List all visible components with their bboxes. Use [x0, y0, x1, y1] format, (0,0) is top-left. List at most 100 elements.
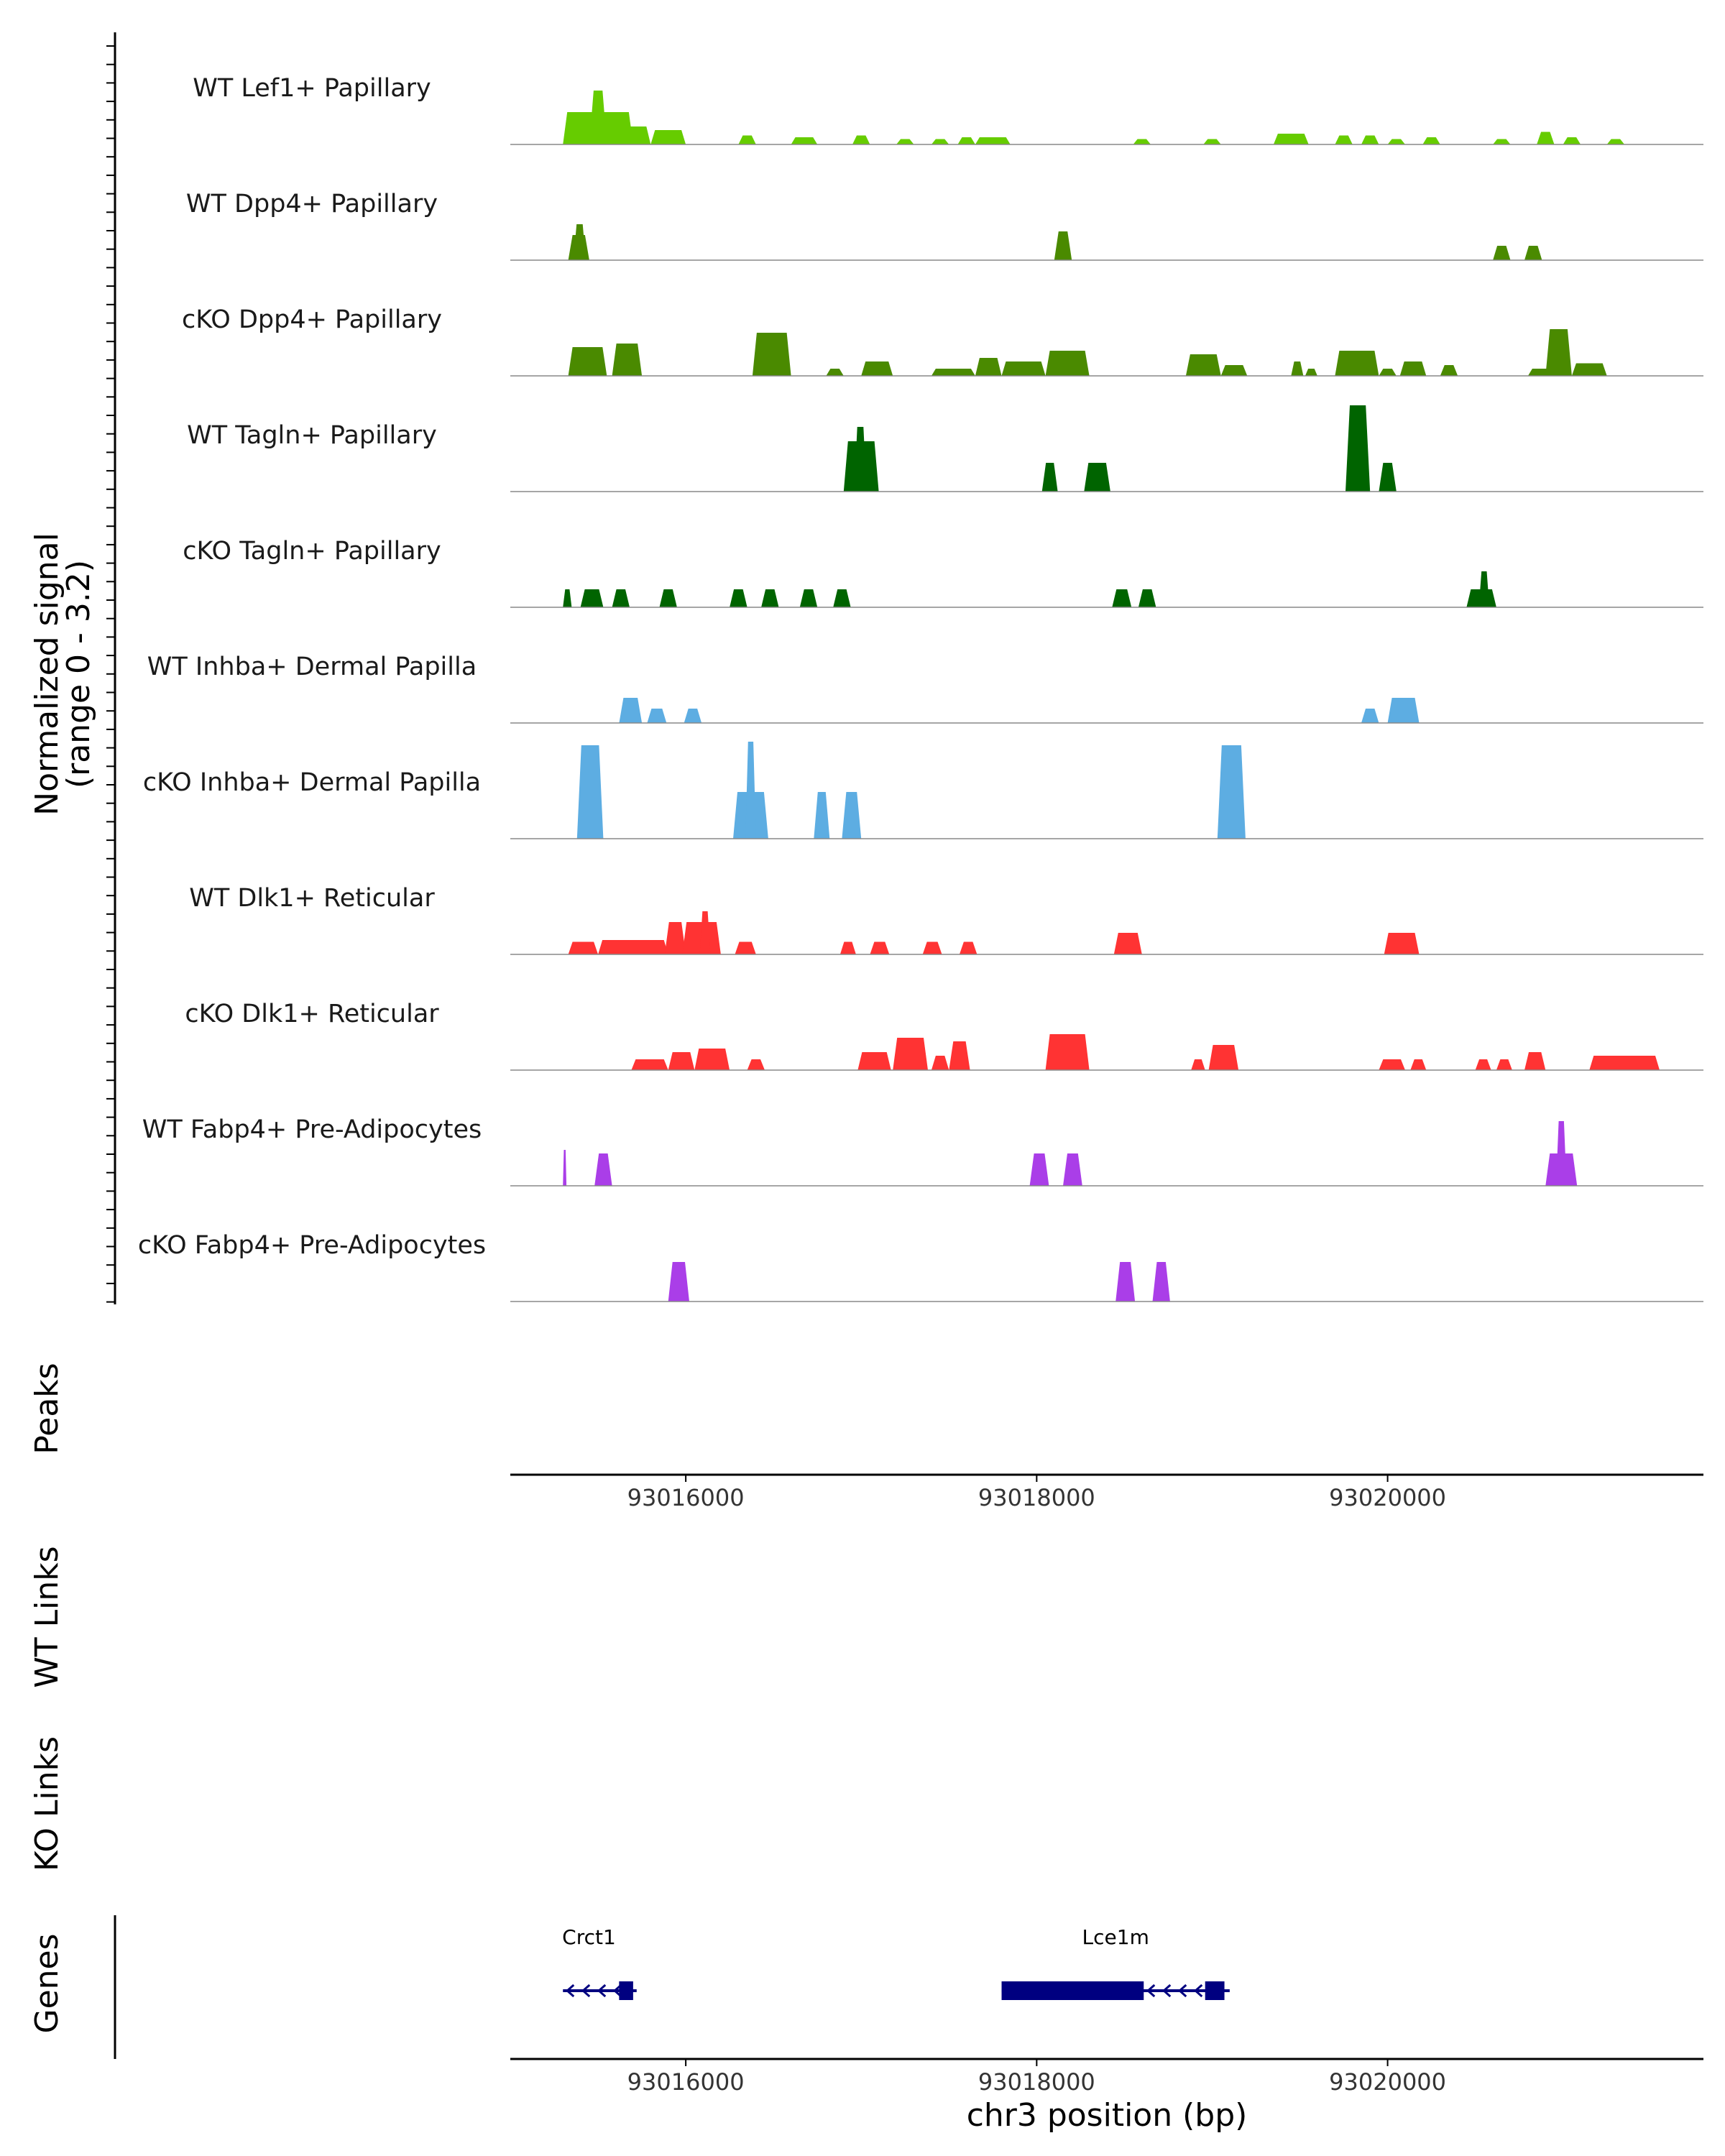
- peaks-x-axis: 93016000 93018000 93020000: [510, 1473, 1703, 1511]
- signal-peak: [1220, 365, 1248, 376]
- signal-peak: [1563, 137, 1581, 144]
- track-label: cKO Inhba+ Dermal Papilla: [143, 768, 481, 797]
- gene-label: Crct1: [562, 1925, 616, 1949]
- x-tick-label: 93020000: [1329, 1484, 1446, 1511]
- signal-peak: [612, 344, 643, 376]
- signal-peak: [1387, 698, 1420, 723]
- signal-peak: [1291, 361, 1304, 376]
- signal-peak: [668, 1052, 695, 1070]
- track-wt-lef1-papillary: WT Lef1+ Papillary: [193, 74, 1703, 145]
- signal-peak: [563, 1150, 567, 1186]
- signal-peak: [949, 1041, 970, 1070]
- track-label: cKO Tagln+ Papillary: [183, 537, 441, 566]
- signal-peak: [791, 137, 818, 144]
- signal-peak: [684, 709, 702, 723]
- signal-peak: [840, 941, 856, 954]
- signal-peak: [1346, 405, 1371, 492]
- signal-peak: [1496, 1059, 1512, 1070]
- track-label: WT Lef1+ Papillary: [193, 74, 431, 103]
- signal-peak: [619, 698, 643, 723]
- signal-peak: [568, 941, 599, 954]
- track-cko-tagln-papillary: cKO Tagln+ Papillary: [183, 537, 1703, 608]
- signal-peak: [694, 1049, 730, 1070]
- x-tick-label: 93018000: [978, 2068, 1095, 2096]
- signal-peak: [959, 941, 978, 954]
- signal-peak: [1273, 134, 1309, 144]
- signal-peak: [1152, 1262, 1170, 1302]
- signal-peak: [1379, 369, 1397, 376]
- signal-peak: [833, 589, 851, 607]
- signal-peak: [615, 126, 651, 144]
- signal-peak: [1116, 1262, 1136, 1302]
- strand-arrow: [1178, 1984, 1187, 1998]
- gene-exon: [1001, 1981, 1144, 2000]
- signal-peak: [1555, 1121, 1567, 1186]
- signal-peak: [650, 130, 686, 144]
- signal-peak: [1217, 745, 1246, 839]
- signal-peak: [612, 589, 630, 607]
- track-label: cKO Dlk1+ Reticular: [185, 1000, 439, 1028]
- signal-peak: [738, 135, 756, 144]
- signal-peak: [1063, 1153, 1082, 1186]
- signal-peak: [1545, 329, 1572, 376]
- y-axis-label-line: Normalized signal: [29, 533, 65, 816]
- signal-peak: [1571, 363, 1607, 376]
- x-tick-label: 93016000: [627, 2068, 745, 2096]
- signal-peak: [1379, 463, 1397, 492]
- signal-peak: [1113, 933, 1142, 954]
- track-wt-tagln-papillary: WT Tagln+ Papillary: [187, 405, 1703, 492]
- signal-peak: [747, 1059, 765, 1070]
- signal-peak: [931, 1056, 949, 1070]
- track-label-wt-links: WT Links: [29, 1546, 65, 1687]
- signal-peak: [896, 139, 914, 144]
- signal-peak: [1335, 135, 1353, 144]
- track-label: WT Dpp4+ Papillary: [186, 190, 438, 218]
- signal-peak: [1361, 135, 1379, 144]
- y-axis: [106, 32, 116, 1304]
- signal-peak: [1440, 365, 1458, 376]
- signal-peak: [647, 709, 667, 723]
- track-wt-dlk1-reticular: WT Dlk1+ Reticular: [189, 884, 1703, 955]
- signal-peak: [975, 358, 1002, 376]
- signal-peak: [1524, 1052, 1546, 1070]
- signal-peak: [761, 589, 779, 607]
- signal-peak: [826, 369, 844, 376]
- track-label: WT Dlk1+ Reticular: [189, 884, 435, 913]
- signal-peak: [1138, 589, 1156, 607]
- signal-peak: [594, 1153, 612, 1186]
- strand-arrow: [612, 1984, 622, 1998]
- signal-peak: [1045, 1034, 1090, 1070]
- signal-peak: [598, 940, 668, 954]
- track-label-ko-links: KO Links: [29, 1736, 65, 1871]
- track-label: cKO Fabp4+ Pre-Adipocytes: [138, 1231, 486, 1260]
- genes-x-axis: 93016000 93018000 93020000 chr3 position (b…: [510, 2058, 1703, 2134]
- signal-peak: [745, 742, 756, 839]
- y-axis-label-line: (range 0 - 3.2): [60, 560, 97, 788]
- track-label: cKO Dpp4+ Papillary: [182, 305, 442, 334]
- signal-peak: [957, 137, 975, 144]
- track-label: WT Fabp4+ Pre-Adipocytes: [142, 1115, 482, 1144]
- signal-peak: [861, 361, 893, 376]
- signal-peak: [664, 922, 686, 954]
- track-cko-dpp4-papillary: cKO Dpp4+ Papillary: [182, 305, 1703, 377]
- signal-peak: [1379, 1059, 1405, 1070]
- strand-arrow: [1162, 1984, 1172, 1998]
- signal-peak: [1606, 139, 1625, 144]
- signal-peak: [1524, 246, 1542, 260]
- signal-peak: [668, 1262, 689, 1302]
- signal-peak: [870, 941, 890, 954]
- signal-peak: [1475, 1059, 1491, 1070]
- signal-peak: [631, 1059, 668, 1070]
- track-wt-dpp4-papillary: WT Dpp4+ Papillary: [186, 190, 1703, 261]
- track-cko-fabp4-pre-adipocytes: cKO Fabp4+ Pre-Adipocytes: [138, 1231, 1703, 1302]
- signal-peak: [1084, 463, 1110, 492]
- signal-peak: [1185, 354, 1221, 376]
- signal-peak: [568, 347, 607, 376]
- signal-peak: [842, 792, 862, 839]
- signal-peak: [893, 1038, 928, 1070]
- signal-peak: [1537, 132, 1555, 144]
- signal-peak: [1191, 1059, 1205, 1070]
- lower-track-labels: Peaks WT Links KO Links Genes: [29, 1363, 65, 2033]
- signal-peak: [852, 135, 870, 144]
